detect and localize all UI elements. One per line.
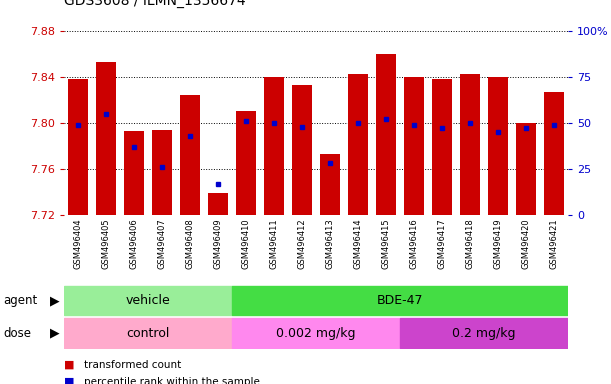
Bar bbox=[265, 77, 284, 215]
Bar bbox=[232, 286, 568, 315]
Text: control: control bbox=[126, 327, 170, 339]
Bar bbox=[236, 111, 256, 215]
Bar bbox=[97, 62, 116, 215]
Text: GSM496420: GSM496420 bbox=[522, 218, 531, 269]
Bar bbox=[180, 95, 200, 215]
Text: GSM496418: GSM496418 bbox=[466, 218, 475, 269]
Text: 0.002 mg/kg: 0.002 mg/kg bbox=[276, 327, 356, 339]
Bar bbox=[461, 74, 480, 215]
Bar bbox=[232, 318, 400, 348]
Text: BDE-47: BDE-47 bbox=[377, 294, 423, 307]
Text: GSM496415: GSM496415 bbox=[382, 218, 390, 269]
Text: GSM496409: GSM496409 bbox=[214, 218, 222, 269]
Bar bbox=[433, 79, 452, 215]
Bar bbox=[404, 77, 424, 215]
Bar bbox=[376, 54, 396, 215]
Text: GSM496405: GSM496405 bbox=[101, 218, 111, 269]
Bar bbox=[320, 154, 340, 215]
Bar bbox=[400, 318, 568, 348]
Bar bbox=[208, 193, 228, 215]
Text: GSM496413: GSM496413 bbox=[326, 218, 335, 269]
Text: 0.2 mg/kg: 0.2 mg/kg bbox=[453, 327, 516, 339]
Text: transformed count: transformed count bbox=[84, 360, 181, 370]
Bar bbox=[64, 286, 232, 315]
Text: GSM496412: GSM496412 bbox=[298, 218, 307, 269]
Bar bbox=[68, 79, 88, 215]
Text: GSM496406: GSM496406 bbox=[130, 218, 139, 269]
Bar bbox=[544, 92, 564, 215]
Text: ■: ■ bbox=[64, 360, 75, 370]
Text: GSM496416: GSM496416 bbox=[410, 218, 419, 269]
Text: dose: dose bbox=[3, 327, 31, 339]
Text: GSM496417: GSM496417 bbox=[437, 218, 447, 269]
Bar bbox=[348, 74, 368, 215]
Bar bbox=[152, 130, 172, 215]
Text: ▶: ▶ bbox=[50, 294, 60, 307]
Text: GSM496411: GSM496411 bbox=[269, 218, 279, 269]
Bar bbox=[293, 85, 312, 215]
Bar bbox=[516, 123, 536, 215]
Text: agent: agent bbox=[3, 294, 37, 307]
Text: ▶: ▶ bbox=[50, 327, 60, 339]
Text: GSM496419: GSM496419 bbox=[494, 218, 503, 269]
Text: GSM496421: GSM496421 bbox=[550, 218, 558, 269]
Text: vehicle: vehicle bbox=[126, 294, 170, 307]
Text: ■: ■ bbox=[64, 377, 75, 384]
Text: percentile rank within the sample: percentile rank within the sample bbox=[84, 377, 260, 384]
Text: GSM496404: GSM496404 bbox=[74, 218, 82, 269]
Text: GSM496407: GSM496407 bbox=[158, 218, 167, 269]
Text: GSM496408: GSM496408 bbox=[186, 218, 195, 269]
Text: GSM496414: GSM496414 bbox=[354, 218, 363, 269]
Text: GDS3608 / ILMN_1356674: GDS3608 / ILMN_1356674 bbox=[64, 0, 246, 8]
Bar bbox=[125, 131, 144, 215]
Bar bbox=[488, 77, 508, 215]
Text: GSM496410: GSM496410 bbox=[242, 218, 251, 269]
Bar bbox=[64, 318, 232, 348]
